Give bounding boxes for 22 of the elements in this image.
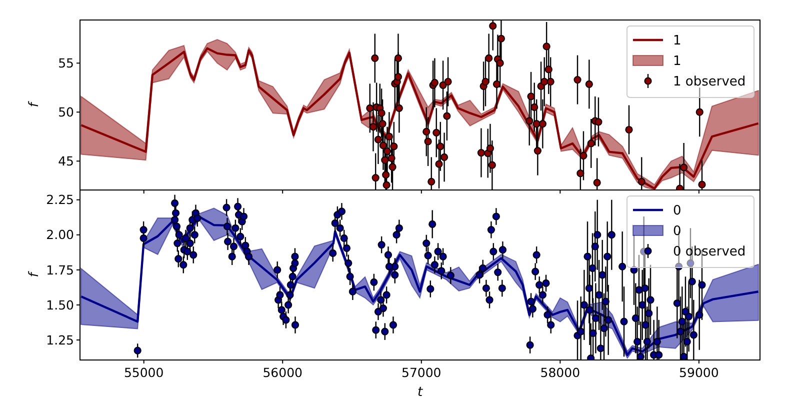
text: 0 [673,224,682,240]
legend-label: 1 [673,34,682,49]
x-tick-label: 58000 [540,365,580,380]
x-tick-label: 55000 [124,365,164,380]
legend-label: 1 observed [673,74,746,90]
y-axis-title: f [27,270,42,278]
x-tick-label: 59000 [679,365,719,380]
x-tick-label: 56000 [262,365,303,380]
y-tick-label: 50 [58,104,74,120]
y-tick-label: 55 [58,55,74,70]
y-axis-title: f [27,100,42,108]
y-tick-label: 1.25 [46,332,74,348]
legend-label: 0 [673,204,682,219]
y-tick-label: 2.25 [46,192,74,208]
text: 1 [673,54,682,70]
y-tick-label: 2.00 [46,227,74,242]
y-tick-label: 45 [58,153,74,168]
y-tick-label: 1.75 [46,262,74,278]
y-tick-label: 1.50 [46,297,74,312]
legend-label: 0 observed [673,244,746,260]
x-axis-title: t [417,385,424,400]
x-tick-label: 57000 [402,365,442,380]
